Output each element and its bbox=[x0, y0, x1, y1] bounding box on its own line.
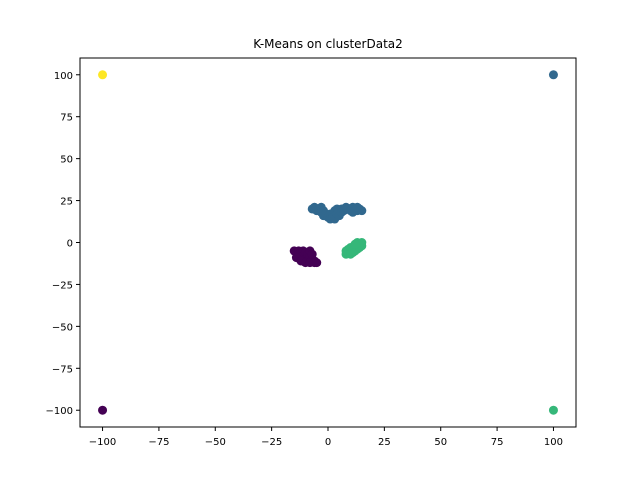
x-tick-label: −100 bbox=[89, 437, 116, 448]
y-tick-label: 75 bbox=[60, 113, 73, 124]
y-tick-label: 25 bbox=[60, 197, 73, 208]
y-axis: −100 −75 −50 −25 0 25 50 75 100 bbox=[46, 71, 80, 417]
point-cluster-2 bbox=[346, 249, 356, 259]
point-cluster-1 bbox=[352, 202, 362, 212]
y-tick-label: −75 bbox=[52, 364, 73, 375]
point-cluster-2 bbox=[357, 238, 367, 247]
point-cluster-3 bbox=[98, 70, 108, 80]
point-cluster-0 bbox=[98, 405, 108, 415]
x-axis: −100 −75 −50 −25 0 25 50 75 100 bbox=[89, 427, 563, 448]
x-tick-label: 50 bbox=[434, 437, 447, 448]
point-cluster-0 bbox=[307, 249, 317, 259]
x-tick-label: −75 bbox=[148, 437, 169, 448]
point-cluster-1 bbox=[548, 70, 558, 80]
x-tick-label: −25 bbox=[261, 437, 282, 448]
x-tick-label: 0 bbox=[325, 437, 331, 448]
y-tick-label: −50 bbox=[52, 322, 73, 333]
y-tick-label: 0 bbox=[67, 239, 73, 250]
y-tick-label: −25 bbox=[52, 280, 73, 291]
x-tick-label: −50 bbox=[205, 437, 226, 448]
y-tick-label: 100 bbox=[54, 71, 73, 82]
y-tick-label: −100 bbox=[46, 406, 73, 417]
x-tick-label: 75 bbox=[491, 437, 504, 448]
plot-area bbox=[98, 70, 558, 415]
plot-frame bbox=[79, 57, 577, 428]
x-tick-label: 25 bbox=[378, 437, 391, 448]
y-tick-label: 50 bbox=[60, 155, 73, 166]
chart-title: K-Means on clusterData2 bbox=[253, 37, 403, 51]
point-cluster-2 bbox=[548, 405, 558, 415]
x-tick-label: 100 bbox=[544, 437, 563, 448]
point-cluster-2 bbox=[350, 239, 360, 249]
point-cluster-0 bbox=[312, 258, 322, 268]
